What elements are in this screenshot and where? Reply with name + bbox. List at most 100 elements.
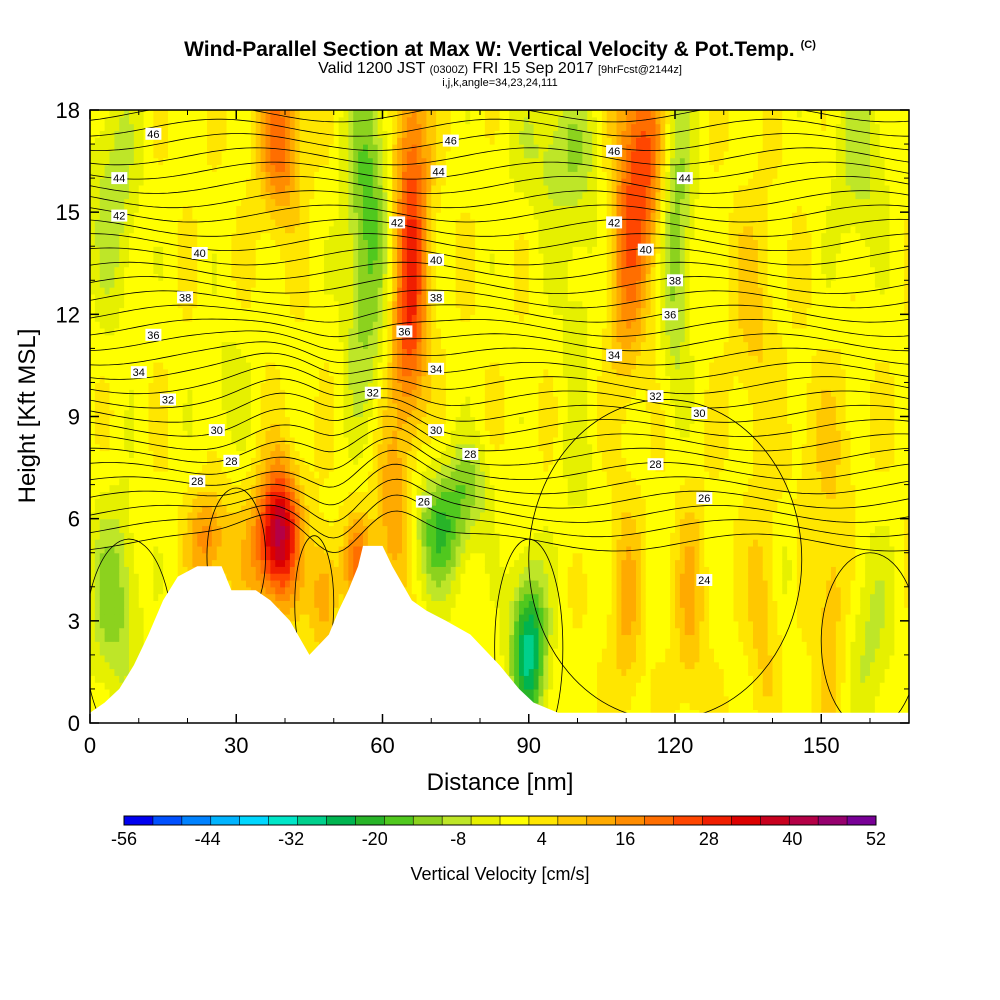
velocity-cell <box>289 464 296 472</box>
velocity-cell <box>221 307 228 315</box>
velocity-cell <box>299 600 306 608</box>
velocity-cell <box>289 266 296 275</box>
velocity-cell <box>129 518 135 527</box>
velocity-cell <box>333 300 340 309</box>
velocity-cell <box>226 362 232 370</box>
velocity-cell <box>328 579 335 588</box>
velocity-cell <box>133 505 140 513</box>
velocity-cell <box>280 307 286 315</box>
velocity-cell <box>270 341 276 349</box>
velocity-cell <box>153 157 159 166</box>
velocity-cell <box>168 157 174 166</box>
velocity-cell <box>197 362 203 370</box>
velocity-cell <box>333 382 340 390</box>
velocity-cell <box>197 171 203 179</box>
velocity-cell <box>207 300 213 309</box>
velocity-cell <box>265 137 271 145</box>
velocity-cell <box>138 198 145 206</box>
velocity-cell <box>109 464 115 472</box>
velocity-cell <box>246 327 252 336</box>
velocity-cell <box>163 470 169 479</box>
velocity-cell <box>148 314 154 322</box>
velocity-cell <box>211 280 218 288</box>
velocity-cell <box>114 464 120 472</box>
velocity-cell <box>114 634 120 642</box>
velocity-cell <box>289 293 296 302</box>
velocity-cell <box>109 287 115 295</box>
velocity-cell <box>299 110 306 118</box>
velocity-cell <box>158 205 164 213</box>
velocity-cell <box>246 116 252 125</box>
velocity-cell <box>90 191 96 200</box>
velocity-cell <box>275 416 281 424</box>
velocity-cell <box>119 566 125 574</box>
velocity-cell <box>143 355 150 363</box>
velocity-cell <box>294 334 301 343</box>
velocity-cell <box>319 450 325 458</box>
velocity-cell <box>211 375 218 384</box>
velocity-cell <box>129 341 135 349</box>
velocity-cell <box>265 171 271 179</box>
velocity-cell <box>172 307 179 315</box>
velocity-cell <box>275 484 281 493</box>
velocity-cell <box>129 225 135 234</box>
velocity-cell <box>104 287 111 295</box>
velocity-cell <box>114 341 120 349</box>
velocity-cell <box>319 314 325 322</box>
velocity-cell <box>289 620 296 629</box>
velocity-cell <box>275 348 281 356</box>
velocity-cell <box>99 552 106 561</box>
velocity-cell <box>192 123 198 132</box>
velocity-cell <box>226 470 232 479</box>
velocity-cell <box>138 144 145 152</box>
velocity-cell <box>129 157 135 166</box>
velocity-cell <box>280 293 286 302</box>
velocity-cell <box>265 368 271 377</box>
velocity-cell <box>231 157 237 166</box>
velocity-cell <box>309 573 315 581</box>
velocity-cell <box>143 396 150 404</box>
velocity-cell <box>109 389 115 397</box>
velocity-cell <box>309 348 315 356</box>
velocity-cell <box>163 300 169 309</box>
velocity-cell <box>319 579 325 588</box>
velocity-cell <box>260 382 267 390</box>
velocity-cell <box>177 205 184 213</box>
velocity-cell <box>314 443 320 452</box>
velocity-cell <box>314 368 320 377</box>
velocity-cell <box>148 382 154 390</box>
velocity-cell <box>94 191 101 200</box>
velocity-cell <box>90 144 96 152</box>
velocity-cell <box>338 600 345 608</box>
velocity-cell <box>172 443 179 452</box>
velocity-cell <box>289 443 296 452</box>
velocity-cell <box>182 123 189 132</box>
velocity-cell <box>143 266 150 275</box>
velocity-cell <box>265 341 271 349</box>
velocity-cell <box>172 198 179 206</box>
velocity-cell <box>158 293 164 302</box>
velocity-cell <box>221 450 228 458</box>
velocity-cell <box>114 396 120 404</box>
velocity-cell <box>255 355 262 363</box>
velocity-cell <box>148 191 154 200</box>
velocity-cell <box>319 273 325 281</box>
velocity-cell <box>324 450 330 458</box>
velocity-cell <box>158 212 164 220</box>
velocity-cell <box>280 423 286 431</box>
velocity-cell <box>270 225 276 234</box>
velocity-cell <box>99 321 106 329</box>
velocity-cell <box>338 491 345 499</box>
velocity-cell <box>260 341 267 349</box>
velocity-cell <box>260 396 267 404</box>
velocity-cell <box>250 341 257 349</box>
velocity-cell <box>328 110 335 118</box>
velocity-cell <box>343 498 349 506</box>
velocity-cell <box>265 566 271 574</box>
velocity-cell <box>129 348 135 356</box>
velocity-cell <box>294 484 301 493</box>
velocity-cell <box>250 300 257 309</box>
velocity-cell <box>314 436 320 445</box>
velocity-cell <box>289 375 296 384</box>
velocity-cell <box>294 600 301 608</box>
